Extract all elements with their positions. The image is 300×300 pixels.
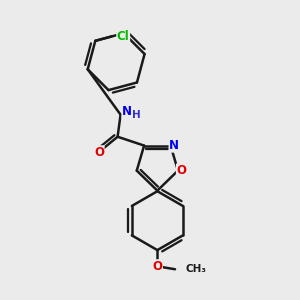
Text: O: O: [94, 146, 104, 159]
Text: O: O: [176, 164, 187, 177]
Text: H: H: [132, 110, 141, 120]
Text: CH₃: CH₃: [185, 264, 206, 274]
Text: O: O: [152, 260, 162, 273]
Text: Cl: Cl: [117, 30, 130, 43]
Text: N: N: [122, 105, 132, 118]
Text: N: N: [169, 139, 179, 152]
